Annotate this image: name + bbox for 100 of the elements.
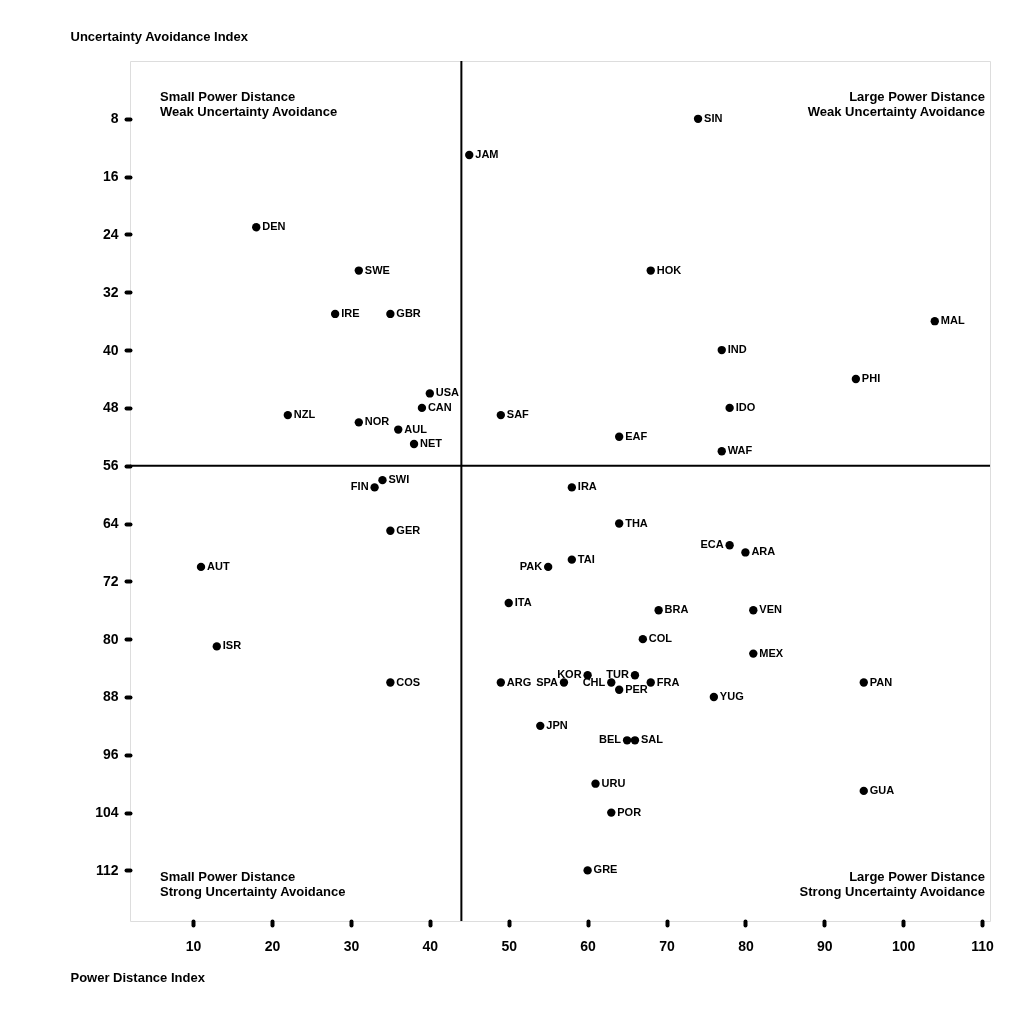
annotation: POR [617,805,642,818]
point [386,678,395,687]
annotation: SWI [388,473,410,486]
annotation: NZL [293,408,316,421]
point [591,779,600,788]
y-tick-label: 32 [102,283,119,300]
point [536,721,545,731]
x-axis-title: Power Distance Index [70,969,206,985]
annotation: Large Power Distance Strong Uncertainty Avoidance [799,869,985,899]
point [394,425,403,434]
point [607,808,616,817]
annotation: Small Power Distance Weak Uncertainty Avoidance [160,89,338,119]
annotation: FIN [350,480,369,493]
y-tick-label: 72 [102,572,119,589]
point [749,606,758,615]
point [859,678,868,687]
point [425,389,434,398]
annotation: SIN [704,111,723,124]
point [717,447,726,456]
point [496,678,506,687]
point [252,223,261,232]
x-tick-label: 30 [343,937,360,954]
point [417,403,427,413]
annotation: Large Power Distance Weak Uncertainty Avoidance [807,89,985,119]
annotation: CAN [427,400,452,413]
point [630,736,640,745]
point [693,114,703,123]
annotation: TAI [577,552,595,565]
annotation: AUL [404,422,428,435]
point [622,736,632,745]
point [386,309,395,319]
x-tick-label: 20 [264,937,281,954]
annotation: TUR [606,668,630,681]
y-tick-label: 112 [95,861,119,878]
annotation: Small Power Distance Strong Uncertainty Avoidance [160,869,346,899]
x-tick-label: 10 [185,937,202,954]
point [283,410,292,420]
annotation: WAF [727,444,753,457]
point [646,266,655,275]
point [741,548,750,557]
y-tick-label: 16 [102,168,119,185]
point [859,786,868,796]
point [370,483,379,492]
point [465,150,474,160]
point [725,403,734,413]
annotation: YUG [719,689,744,702]
y-axis-title: Uncertainty Avoidance Index [70,28,249,44]
x-tick-label: 40 [422,937,439,954]
y-tick-label: 48 [102,399,119,416]
x-tick-label: 80 [738,937,754,954]
y-tick-label: 104 [95,804,119,821]
y-tick-label: 8 [110,110,119,127]
annotation: KOR [557,668,582,681]
x-tick-label: 50 [501,937,518,954]
point [559,678,569,687]
y-tick-label: 56 [102,457,119,474]
annotation: IDO [735,400,756,413]
annotation: HOK [656,263,682,276]
x-tick-label: 60 [580,937,597,954]
y-tick-label: 40 [102,341,119,358]
annotation: PER [625,682,648,695]
annotation: COS [396,675,421,688]
x-tick-label: 90 [817,937,833,954]
annotation: FRA [656,675,680,688]
point [196,562,206,572]
annotation: NOR [364,415,390,428]
annotation: VEN [759,603,782,616]
point [504,598,513,608]
annotation: ITA [514,596,532,609]
annotation: THA [625,516,648,529]
annotation: SAL [640,733,664,746]
annotation: PHI [861,371,881,384]
annotation: JPN [546,718,568,731]
annotation: PAN [869,675,893,688]
point [567,483,577,492]
annotation: USA [435,386,460,399]
point [607,678,616,687]
annotation: ECA [700,538,724,551]
point [646,678,655,687]
annotation: IRE [341,306,360,319]
point [386,526,395,535]
point [709,692,719,702]
y-tick-label: 96 [102,746,119,763]
point [409,439,419,449]
annotation: GUA [869,783,895,796]
x-tick-label: 100 [892,937,916,954]
point [378,475,387,485]
annotation: BRA [664,603,689,616]
point [583,866,592,875]
annotation: GER [396,523,421,536]
point [212,642,221,651]
annotation: URU [601,776,626,789]
annotation: EAF [625,429,648,442]
annotation: DEN [262,220,286,233]
annotation: ARG [506,675,532,688]
annotation: MAL [940,314,965,327]
annotation: COL [648,632,673,645]
point [543,562,553,572]
point [717,345,726,355]
point [654,606,663,615]
